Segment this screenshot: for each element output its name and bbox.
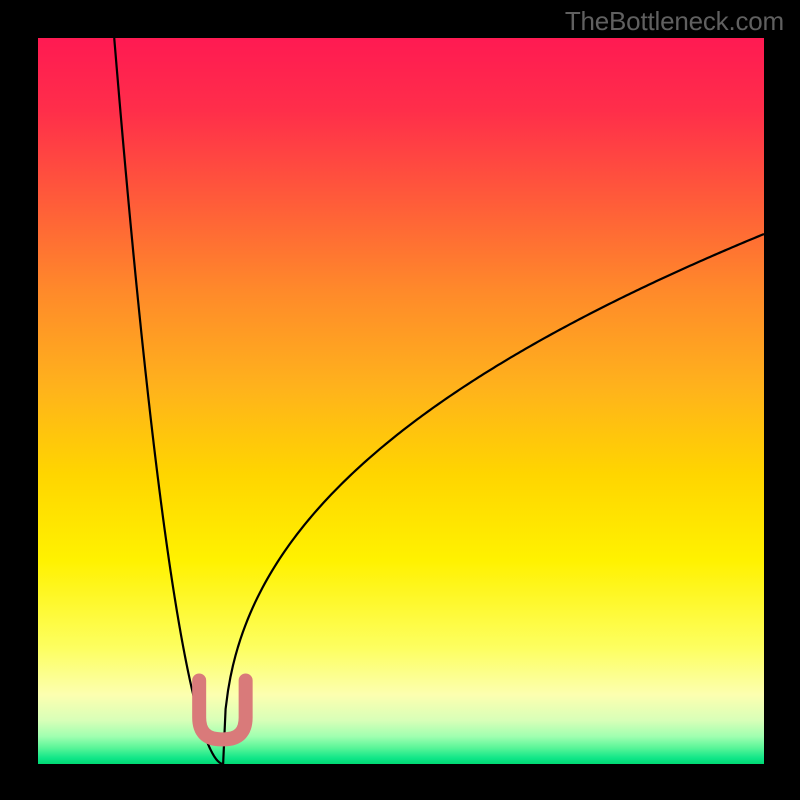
bottleneck-curve: [114, 38, 764, 764]
watermark-text: TheBottleneck.com: [565, 6, 784, 37]
curve-overlay: [0, 0, 800, 800]
chart-stage: TheBottleneck.com: [0, 0, 800, 800]
optimal-range-marker: [199, 681, 245, 740]
